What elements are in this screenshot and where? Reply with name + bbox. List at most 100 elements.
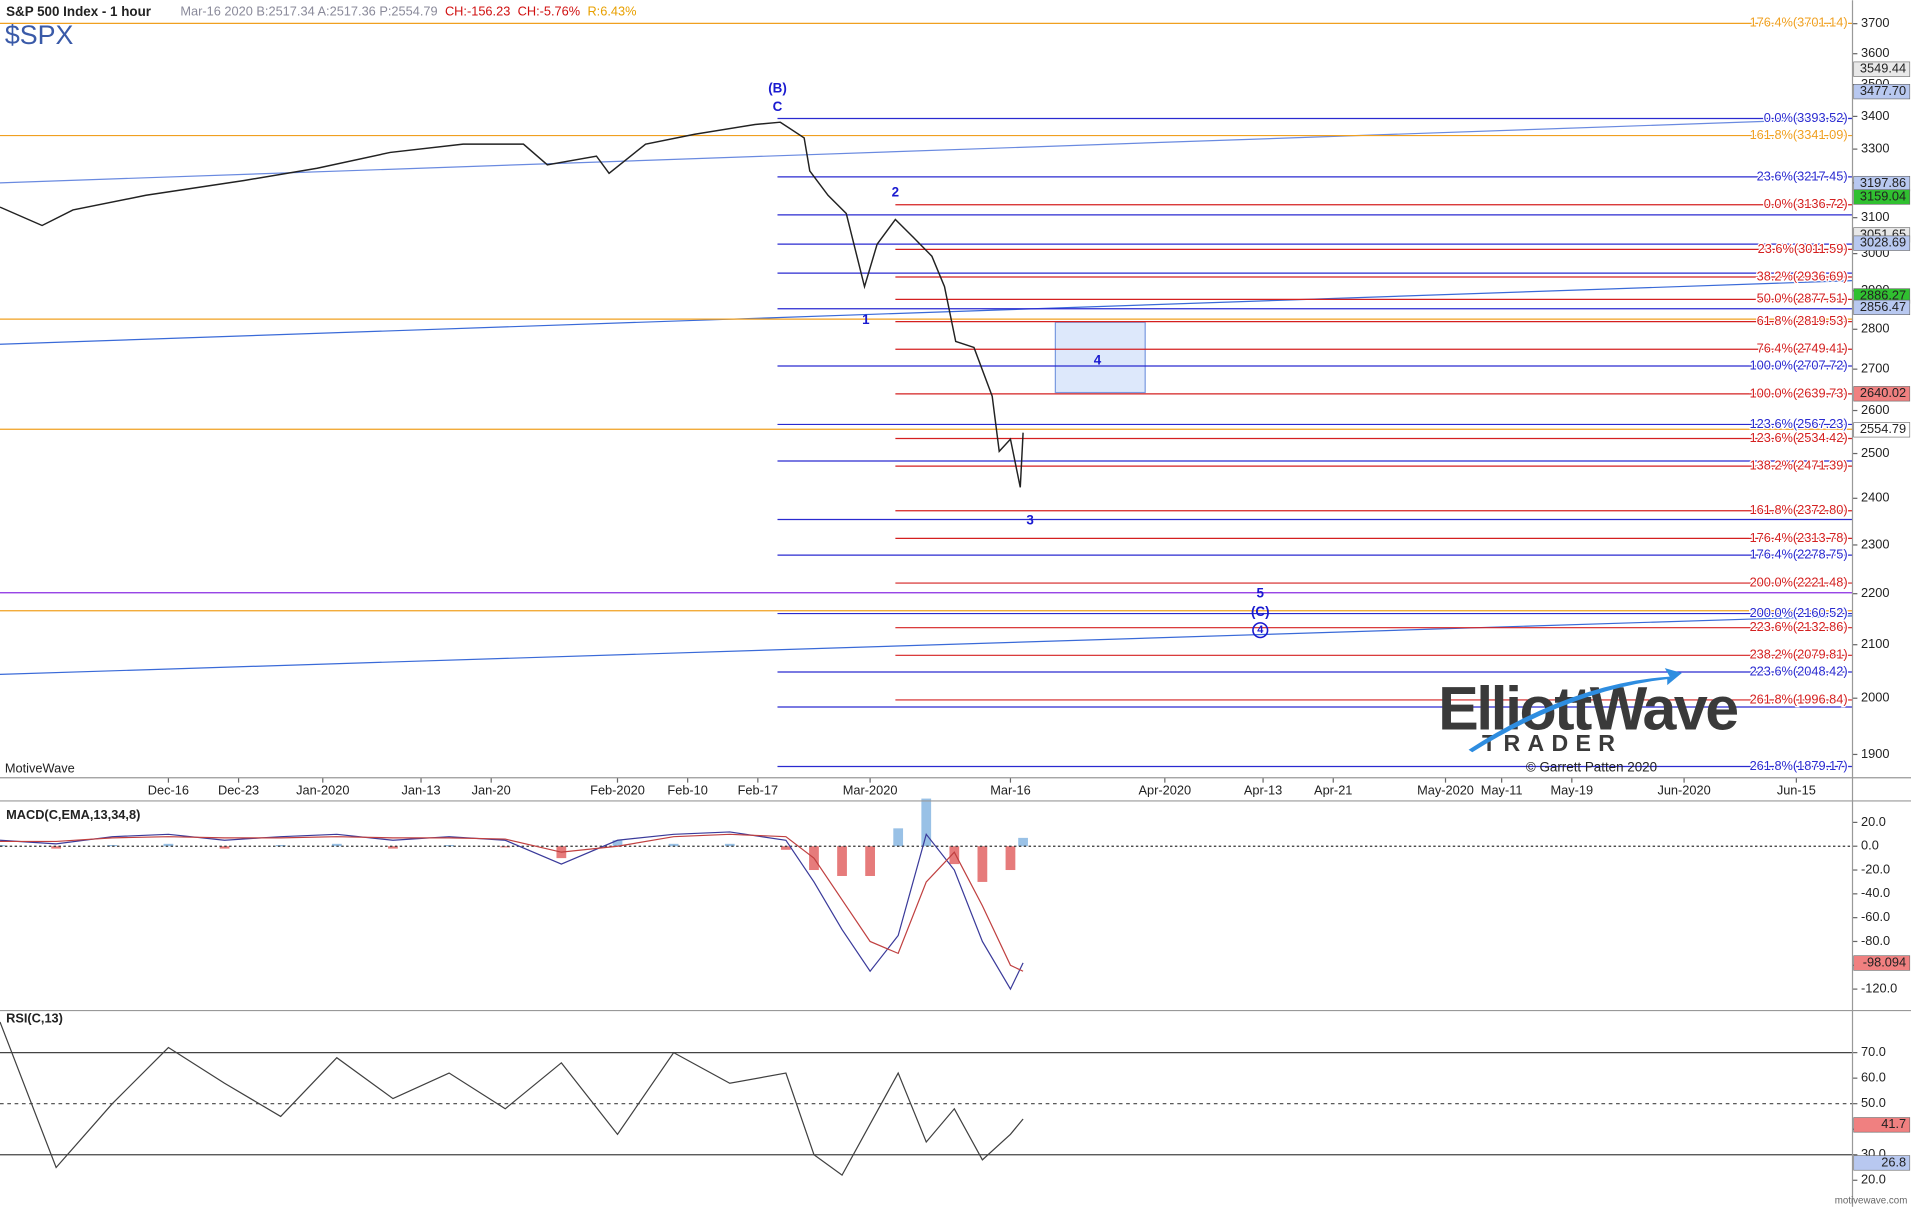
y-tick-label: -40.0: [1861, 885, 1890, 900]
wave-label: 3: [1026, 512, 1033, 527]
logo-name: ElliottWave: [1438, 674, 1737, 742]
y-tick-label: 20.0: [1861, 814, 1886, 829]
wave-label: (B): [768, 81, 787, 96]
y-tick-label: 2600: [1861, 402, 1889, 417]
fib-label: 176.4%(2278.75): [1750, 547, 1848, 562]
chart-title: S&P 500 Index - 1 hour: [6, 4, 152, 19]
histogram-bar: [219, 846, 230, 849]
x-tick-label: May-19: [1551, 783, 1594, 798]
fib-label: 0.0%(3136.72): [1764, 196, 1848, 211]
histogram-bar: [275, 845, 286, 847]
x-tick-label: Apr-13: [1244, 783, 1282, 798]
price-line: [0, 121, 1024, 488]
fib-label: 176.4%(3701.14): [1750, 15, 1848, 30]
y-tick-label: -80.0: [1861, 933, 1890, 948]
price-tag-label: 41.7: [1881, 1116, 1906, 1131]
x-tick-label: Feb-17: [738, 783, 779, 798]
fib-label: 123.6%(2534.42): [1750, 430, 1848, 445]
fib-label: 138.2%(2471.39): [1750, 458, 1848, 473]
histogram-bar: [893, 828, 904, 847]
histogram-bar: [500, 846, 511, 848]
fib-label: 23.6%(3217.45): [1757, 168, 1848, 183]
fib-label: 261.8%(1996.84): [1750, 691, 1848, 706]
series-line: [0, 1021, 1024, 1177]
y-tick-label: 3300: [1861, 140, 1889, 155]
symbol: $SPX: [5, 20, 74, 50]
histogram-bar: [163, 843, 174, 847]
price-tag: [1853, 189, 1911, 205]
price-tag-label: -98.094: [1863, 954, 1906, 969]
price-tag: [1853, 1117, 1911, 1133]
fib-label: 76.4%(2749.41): [1757, 341, 1848, 356]
fib-label: 261.8%(1879.17): [1750, 758, 1848, 773]
wave-label: (C): [1251, 604, 1270, 619]
y-tick-label: 2200: [1861, 585, 1889, 600]
y-tick-label: 2400: [1861, 490, 1889, 505]
footer: motivewave.com: [1835, 1195, 1908, 1206]
x-tick-label: Jan-2020: [296, 783, 349, 798]
trendline: [0, 117, 1853, 184]
quote-part: R:6.43%: [587, 4, 636, 19]
y-tick-label: 2000: [1861, 690, 1889, 705]
y-tick-label: 3400: [1861, 108, 1889, 123]
fib-label: 200.0%(2160.52): [1750, 605, 1848, 620]
x-tick-label: Jan-13: [401, 783, 440, 798]
x-tick-label: Dec-16: [148, 783, 189, 798]
fib-label: 23.6%(3011.59): [1758, 241, 1848, 256]
y-tick-label: 50.0: [1861, 1095, 1886, 1110]
price-tag: [1853, 299, 1911, 315]
price-tag: [1853, 1155, 1911, 1171]
price-tag: [1853, 61, 1911, 77]
fib-label: 223.6%(2048.42): [1750, 663, 1848, 678]
y-tick-label: 2300: [1861, 536, 1889, 551]
histogram-bar: [837, 846, 847, 876]
fib-label: 38.2%(2936.69): [1757, 268, 1848, 283]
quote: Mar-16 2020 B:2517.34 A:2517.36 P:2554.7…: [180, 4, 636, 19]
x-tick-label: Jun-15: [1777, 783, 1816, 798]
fib-label: 61.8%(2819.53): [1757, 313, 1848, 328]
histogram-bar: [949, 846, 960, 865]
y-tick-label: 20.0: [1861, 1172, 1886, 1187]
y-tick-label: -20.0: [1861, 861, 1890, 876]
price-tag-label: 3159.04: [1860, 188, 1906, 203]
y-tick-label: 60.0: [1861, 1070, 1886, 1085]
histogram-bar: [921, 798, 932, 847]
y-tick-label: 2800: [1861, 321, 1889, 336]
x-tick-label: Jan-20: [472, 783, 511, 798]
fib-label: 161.8%(2372.80): [1750, 502, 1848, 517]
x-tick-label: Apr-21: [1314, 783, 1352, 798]
y-tick-label: 1900: [1861, 746, 1889, 761]
logo-sub: TRADER: [1482, 730, 1622, 756]
y-tick-label: 3700: [1861, 15, 1889, 30]
price-tag: [1853, 422, 1911, 438]
fib-label: 223.6%(2132.86): [1750, 619, 1848, 634]
x-tick-label: May-11: [1481, 783, 1523, 798]
wave-label: 4: [1257, 624, 1264, 636]
series-line: [0, 831, 1024, 991]
histogram-bar: [51, 846, 62, 849]
series-line: [0, 833, 1024, 972]
wave-label: 4: [1094, 353, 1102, 368]
price-tag-label: 3197.86: [1860, 175, 1906, 190]
histogram-bar: [668, 843, 679, 847]
price-tag: [1853, 83, 1911, 100]
trendline: [0, 615, 1853, 675]
y-tick-label: 2500: [1861, 445, 1889, 460]
trendline: [0, 280, 1853, 345]
price-tag-label: 3028.69: [1860, 235, 1906, 250]
x-tick-label: Dec-23: [218, 783, 259, 798]
price-tag: [1853, 235, 1911, 251]
y-tick-label: 2100: [1861, 636, 1889, 651]
quote-part: CH:-156.23: [445, 4, 510, 19]
price-tag-label: 2640.02: [1860, 385, 1906, 400]
y-tick-label: 70.0: [1861, 1044, 1886, 1059]
x-tick-label: Feb-10: [667, 783, 708, 798]
y-tick-label: 2700: [1861, 361, 1889, 376]
histogram-bar: [724, 843, 735, 847]
price-tag: [1853, 386, 1911, 402]
y-tick-label: 3100: [1861, 209, 1889, 224]
credit: © Garrett Patten 2020: [1526, 760, 1657, 775]
